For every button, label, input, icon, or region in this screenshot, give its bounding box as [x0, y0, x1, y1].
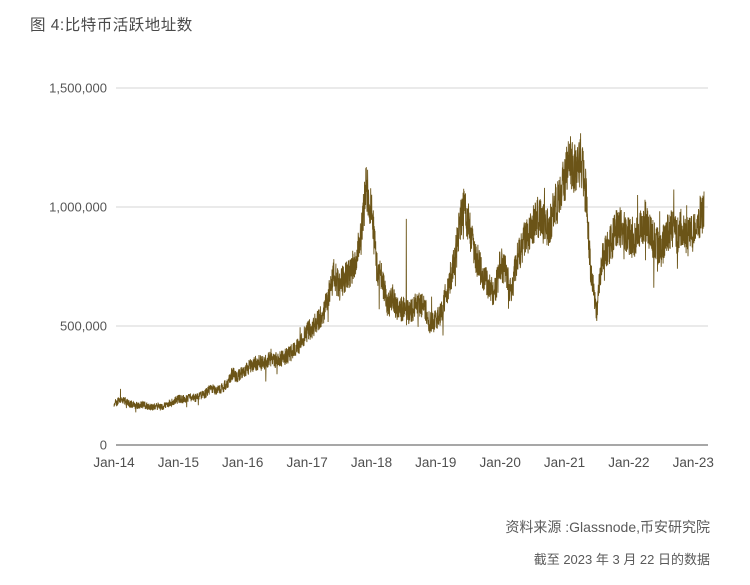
x-axis-tick-label: Jan-22 — [608, 455, 649, 470]
data-as-of-note: 截至 2023 年 3 月 22 日的数据 — [533, 552, 710, 567]
figure-title: 图 4:比特币活跃地址数 — [30, 17, 193, 34]
y-axis-tick-label: 1,000,000 — [49, 200, 107, 215]
x-axis-tick-label: Jan-14 — [93, 455, 135, 470]
bitcoin-active-addresses-chart: 0 500,000 1,000,000 1,500,000 Jan-14 Jan-15 Ja… — [49, 81, 714, 471]
y-axis-tick-label: 500,000 — [60, 319, 107, 334]
x-axis-tick-label: Jan-17 — [286, 455, 327, 470]
x-axis-tick-label: Jan-15 — [158, 455, 199, 470]
x-axis-tick-label: Jan-16 — [222, 455, 263, 470]
x-axis-tick-label: Jan-19 — [415, 455, 456, 470]
source-attribution: 资料来源 :Glassnode,币安研究院 — [505, 519, 710, 535]
x-axis-tick-label: Jan-21 — [544, 455, 585, 470]
y-axis-tick-label: 1,500,000 — [49, 81, 107, 96]
x-axis-tick-label: Jan-23 — [673, 455, 714, 470]
x-axis-tick-label: Jan-18 — [351, 455, 392, 470]
y-axis-tick-label: 0 — [100, 438, 107, 453]
x-axis-tick-label: Jan-20 — [480, 455, 521, 470]
active-addresses-series-line — [113, 133, 705, 413]
